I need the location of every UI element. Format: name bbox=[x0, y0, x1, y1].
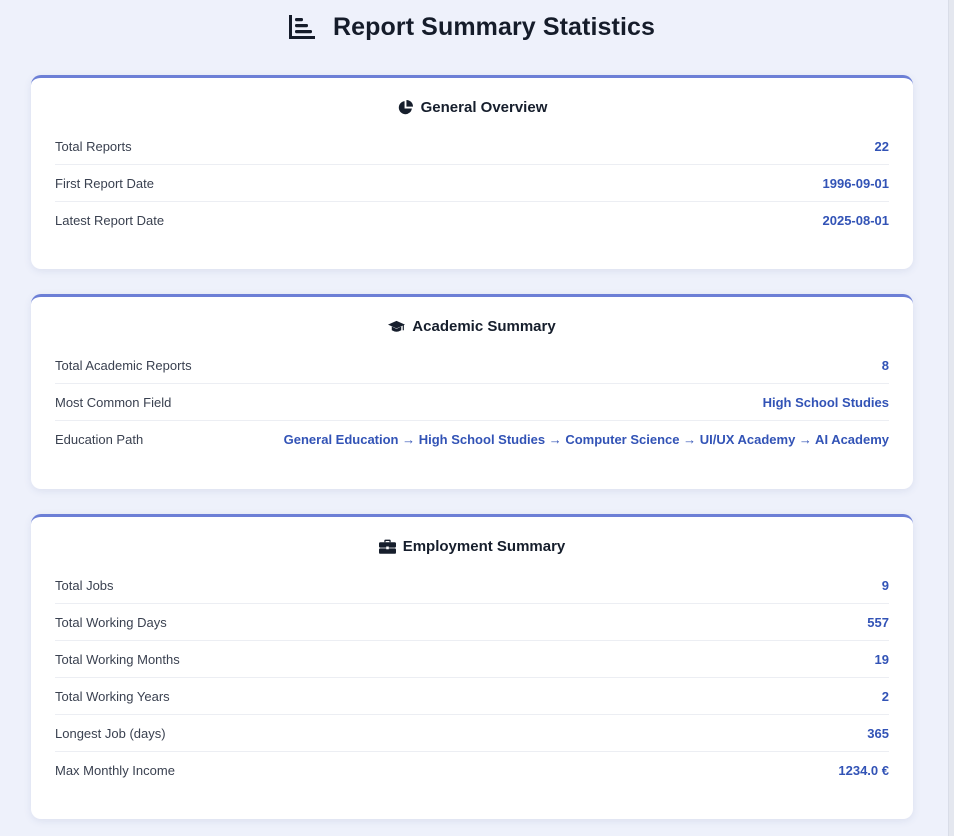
stat-row-education-path: Education Path General Education → High … bbox=[55, 421, 889, 458]
academic-summary-rows: Total Academic Reports 8 Most Common Fie… bbox=[31, 347, 913, 458]
stat-label: Total Working Months bbox=[55, 651, 180, 667]
stat-label: Most Common Field bbox=[55, 394, 172, 410]
stat-row-total-working-months: Total Working Months 19 bbox=[55, 641, 889, 678]
stat-row-total-reports: Total Reports 22 bbox=[55, 128, 889, 165]
briefcase-icon bbox=[378, 539, 396, 554]
stat-row-first-report-date: First Report Date 1996-09-01 bbox=[55, 165, 889, 202]
stat-row-total-jobs: Total Jobs 9 bbox=[55, 567, 889, 604]
stat-value: 2 bbox=[881, 688, 889, 704]
stat-value: 2025-08-01 bbox=[822, 213, 890, 228]
stat-row-total-working-days: Total Working Days 557 bbox=[55, 604, 889, 641]
stat-label: Total Working Years bbox=[55, 688, 170, 704]
stat-value: 1996-09-01 bbox=[822, 175, 890, 191]
general-overview-header: General Overview bbox=[31, 78, 913, 128]
vertical-scrollbar[interactable] bbox=[948, 0, 954, 836]
stat-row-most-common-field: Most Common Field High School Studies bbox=[55, 384, 889, 421]
stat-value: 9 bbox=[881, 577, 889, 593]
stat-value: General Education → High School Studies … bbox=[283, 432, 889, 447]
stat-label: Longest Job (days) bbox=[55, 725, 166, 741]
stat-label: Education Path bbox=[55, 432, 144, 447]
stat-label: Max Monthly Income bbox=[55, 763, 175, 778]
stat-label: Total Academic Reports bbox=[55, 357, 192, 373]
stat-row-total-academic-reports: Total Academic Reports 8 bbox=[55, 347, 889, 384]
stat-row-longest-job: Longest Job (days) 365 bbox=[55, 715, 889, 752]
stat-row-total-working-years: Total Working Years 2 bbox=[55, 678, 889, 715]
stat-value: 365 bbox=[867, 725, 889, 741]
stat-label: Latest Report Date bbox=[55, 213, 165, 228]
stat-value: 19 bbox=[874, 651, 889, 667]
academic-summary-header: Academic Summary bbox=[31, 297, 913, 347]
employment-summary-card: Employment Summary Total Jobs 9 Total Wo… bbox=[31, 514, 913, 819]
stat-value: High School Studies bbox=[762, 394, 889, 410]
stat-value: 1234.0 € bbox=[838, 763, 889, 778]
stat-label: Total Jobs bbox=[55, 577, 114, 593]
general-overview-rows: Total Reports 22 First Report Date 1996-… bbox=[31, 128, 913, 239]
academic-summary-title: Academic Summary bbox=[412, 317, 556, 335]
page-header: Report Summary Statistics bbox=[0, 10, 944, 44]
general-overview-title: General Overview bbox=[420, 98, 548, 116]
stat-value: 557 bbox=[867, 614, 889, 630]
bar-chart-icon bbox=[288, 15, 315, 39]
stat-value: 22 bbox=[874, 138, 889, 154]
general-overview-card: General Overview Total Reports 22 First … bbox=[31, 75, 913, 269]
graduation-cap-icon bbox=[388, 320, 406, 332]
stat-row-latest-report-date: Latest Report Date 2025-08-01 bbox=[55, 202, 889, 239]
stat-label: Total Working Days bbox=[55, 614, 167, 630]
academic-summary-card: Academic Summary Total Academic Reports … bbox=[31, 294, 913, 489]
stat-label: First Report Date bbox=[55, 175, 154, 191]
page-title: Report Summary Statistics bbox=[332, 12, 656, 41]
employment-summary-header: Employment Summary bbox=[31, 517, 913, 567]
pie-chart-icon bbox=[398, 99, 413, 114]
employment-summary-title: Employment Summary bbox=[402, 537, 566, 555]
stat-row-max-monthly-income: Max Monthly Income 1234.0 € bbox=[55, 752, 889, 789]
stat-label: Total Reports bbox=[55, 138, 132, 154]
employment-summary-rows: Total Jobs 9 Total Working Days 557 Tota… bbox=[31, 567, 913, 789]
stat-value: 8 bbox=[881, 357, 889, 373]
